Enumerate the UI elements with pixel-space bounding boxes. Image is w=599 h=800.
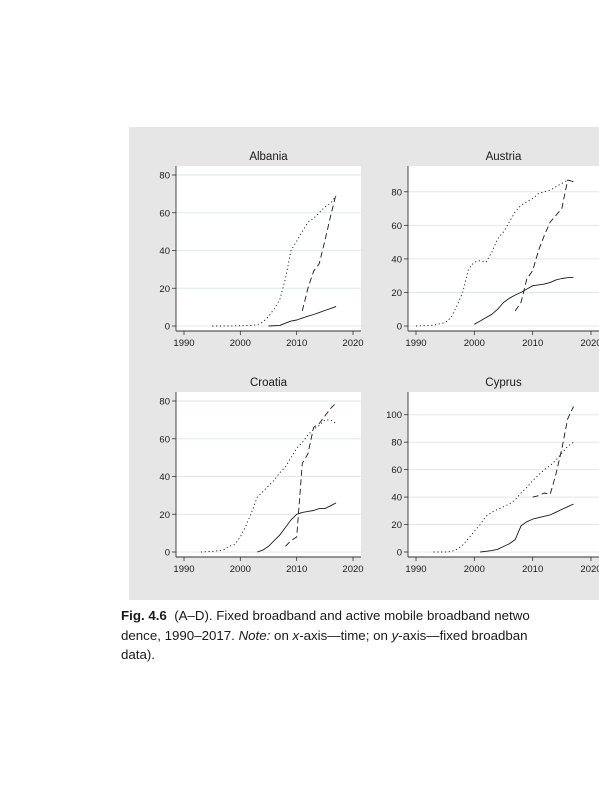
caption-text-3: data).: [121, 647, 156, 662]
tick-label-y-austria: 0: [397, 322, 402, 333]
tick-label-y-cyprus: 20: [391, 520, 402, 531]
chart-title-austria: Austria: [486, 151, 522, 163]
tick-label-y-albania: 80: [159, 171, 170, 182]
chart-cyprus: Cyprus 0 20 40 60 80 100 1990 2000 2010 2020: [386, 377, 599, 575]
plot-area-albania: [176, 166, 361, 331]
tick-label-y-cyprus: 80: [391, 438, 402, 449]
caption-text-2c: -axis—time; on: [299, 627, 392, 643]
tick-label-y-cyprus: 40: [391, 493, 402, 504]
caption-line-2: dence, 1990–2017. Note: on x-axis—time; …: [121, 626, 599, 646]
tick-label-y-cyprus: 60: [391, 465, 402, 476]
tick-label-x-cyprus: 1990: [405, 564, 426, 575]
chart-albania: Albania 0 20 40 60 80 1990 2000 2010 2020: [159, 151, 363, 349]
tick-label-x-croatia: 2010: [286, 564, 307, 575]
plot-area-cyprus: [408, 392, 599, 557]
tick-label-y-austria: 60: [391, 221, 402, 232]
figure-caption: Fig. 4.6 (A–D). Fixed broadband and acti…: [121, 606, 599, 668]
tick-label-y-albania: 20: [159, 284, 170, 295]
tick-label-x-albania: 2020: [342, 338, 363, 349]
chart-title-croatia: Croatia: [250, 377, 288, 389]
tick-label-x-cyprus: 2010: [522, 564, 543, 575]
series-dashed-albania: [301, 193, 337, 312]
caption-figure-label: Fig. 4.6: [121, 608, 167, 623]
tick-label-y-cyprus: 0: [397, 548, 402, 559]
tick-label-y-croatia: 80: [159, 397, 170, 408]
series-dotted-cyprus: [433, 441, 574, 553]
tick-label-x-croatia: 2000: [230, 564, 251, 575]
tick-label-y-albania: 60: [159, 208, 170, 219]
series-solid-albania: [268, 305, 337, 327]
tick-label-y-austria: 20: [391, 288, 402, 299]
caption-text-2d: -axis—fixed broadban: [398, 627, 528, 643]
caption-y-var: y: [391, 627, 399, 643]
caption-text-1: (A–D). Fixed broadband and active mobile…: [166, 608, 530, 623]
tick-label-y-cyprus: 100: [386, 410, 402, 421]
tick-label-y-albania: 0: [165, 322, 170, 333]
caption-text-2b: on: [270, 627, 293, 643]
tick-label-x-albania: 1990: [173, 338, 194, 349]
series-dotted-croatia: [200, 419, 337, 553]
tick-label-y-croatia: 40: [159, 472, 170, 483]
tick-label-x-austria: 2000: [464, 338, 485, 349]
tick-label-y-austria: 80: [391, 187, 402, 198]
plot-area-croatia: [176, 392, 361, 557]
chart-austria: Austria 0 20 40 60 80 1990 2000 2010 2020: [391, 151, 599, 349]
chart-croatia: Croatia 0 20 40 60 80 1990 2000 2010 2020: [159, 377, 363, 575]
tick-label-x-cyprus: 2000: [464, 564, 485, 575]
caption-text-2a: dence, 1990–2017.: [121, 627, 239, 643]
series-dashed-croatia: [285, 402, 337, 547]
caption-x-var: x: [292, 627, 300, 643]
caption-note: Note:: [238, 627, 271, 643]
tick-label-x-cyprus: 2020: [580, 564, 599, 575]
chart-title-albania: Albania: [249, 151, 288, 163]
plot-area-austria: [408, 166, 599, 331]
tick-label-x-austria: 2020: [580, 338, 599, 349]
tick-label-y-austria: 40: [391, 254, 402, 265]
tick-label-x-croatia: 2020: [342, 564, 363, 575]
series-dashed-cyprus: [532, 406, 574, 498]
tick-label-y-albania: 40: [159, 246, 170, 257]
caption-line-3: data).: [121, 645, 599, 665]
tick-label-y-croatia: 0: [165, 548, 170, 559]
tick-label-x-austria: 2010: [522, 338, 543, 349]
chart-title-cyprus: Cyprus: [485, 377, 522, 389]
tick-label-y-croatia: 20: [159, 510, 170, 521]
caption-line-1: Fig. 4.6 (A–D). Fixed broadband and acti…: [121, 606, 599, 626]
tick-label-x-albania: 2010: [286, 338, 307, 349]
tick-label-x-albania: 2000: [230, 338, 251, 349]
series-solid-cyprus: [480, 503, 574, 553]
series-dashed-austria: [514, 179, 574, 312]
tick-label-x-croatia: 1990: [173, 564, 194, 575]
series-dotted-austria: [415, 179, 574, 327]
tick-label-x-austria: 1990: [405, 338, 426, 349]
tick-label-y-croatia: 60: [159, 434, 170, 445]
series-solid-croatia: [257, 502, 337, 553]
